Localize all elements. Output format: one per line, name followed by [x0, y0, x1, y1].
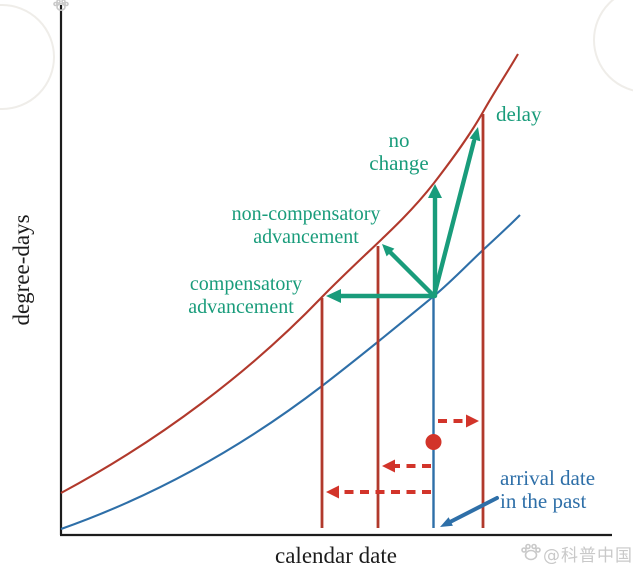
delay-arrow	[431, 138, 477, 299]
no-change-label-line2: change	[369, 151, 428, 175]
compensatory-label-line2: advancement	[188, 296, 294, 318]
watermark-text: @科普中国	[543, 546, 633, 566]
faint-watermark-circle-left	[0, 4, 55, 110]
arrival-annotation-arrow	[448, 496, 499, 524]
lower-blue-curve	[60, 214, 521, 530]
top-paw-watermark-icon	[53, 0, 69, 12]
noncompensatory-label-line1: non-compensatory	[232, 203, 381, 225]
delay-label: delay	[496, 102, 542, 126]
x-axis-label: calendar date	[275, 543, 397, 568]
watermark-paw-icon	[521, 543, 541, 561]
no-change-label-line1: no	[389, 128, 410, 152]
compensatory-arrowhead-icon	[326, 289, 341, 303]
arrival-label-line1: arrival date	[500, 466, 595, 490]
dashed-mid-arrowhead-icon	[382, 459, 395, 473]
noncompensatory-arrowhead-icon	[382, 244, 395, 257]
noncompensatory-advancement-arrow	[388, 250, 437, 299]
dashed-right-arrowhead-icon	[466, 414, 479, 428]
arrival-point-dot	[425, 434, 442, 450]
arrival-label-line2: in the past	[500, 489, 586, 513]
dashed-low-arrowhead-icon	[326, 485, 339, 499]
noncompensatory-label-line2: advancement	[253, 226, 359, 248]
y-axis-label: degree-days	[9, 214, 34, 325]
upper-red-curve	[60, 53, 519, 494]
faint-watermark-circle-right	[593, 0, 633, 92]
arrival-arrowhead-icon	[440, 517, 453, 527]
delay-arrowhead-icon	[469, 127, 481, 142]
no-change-arrowhead-icon	[428, 184, 442, 198]
compensatory-label-line1: compensatory	[190, 273, 302, 295]
